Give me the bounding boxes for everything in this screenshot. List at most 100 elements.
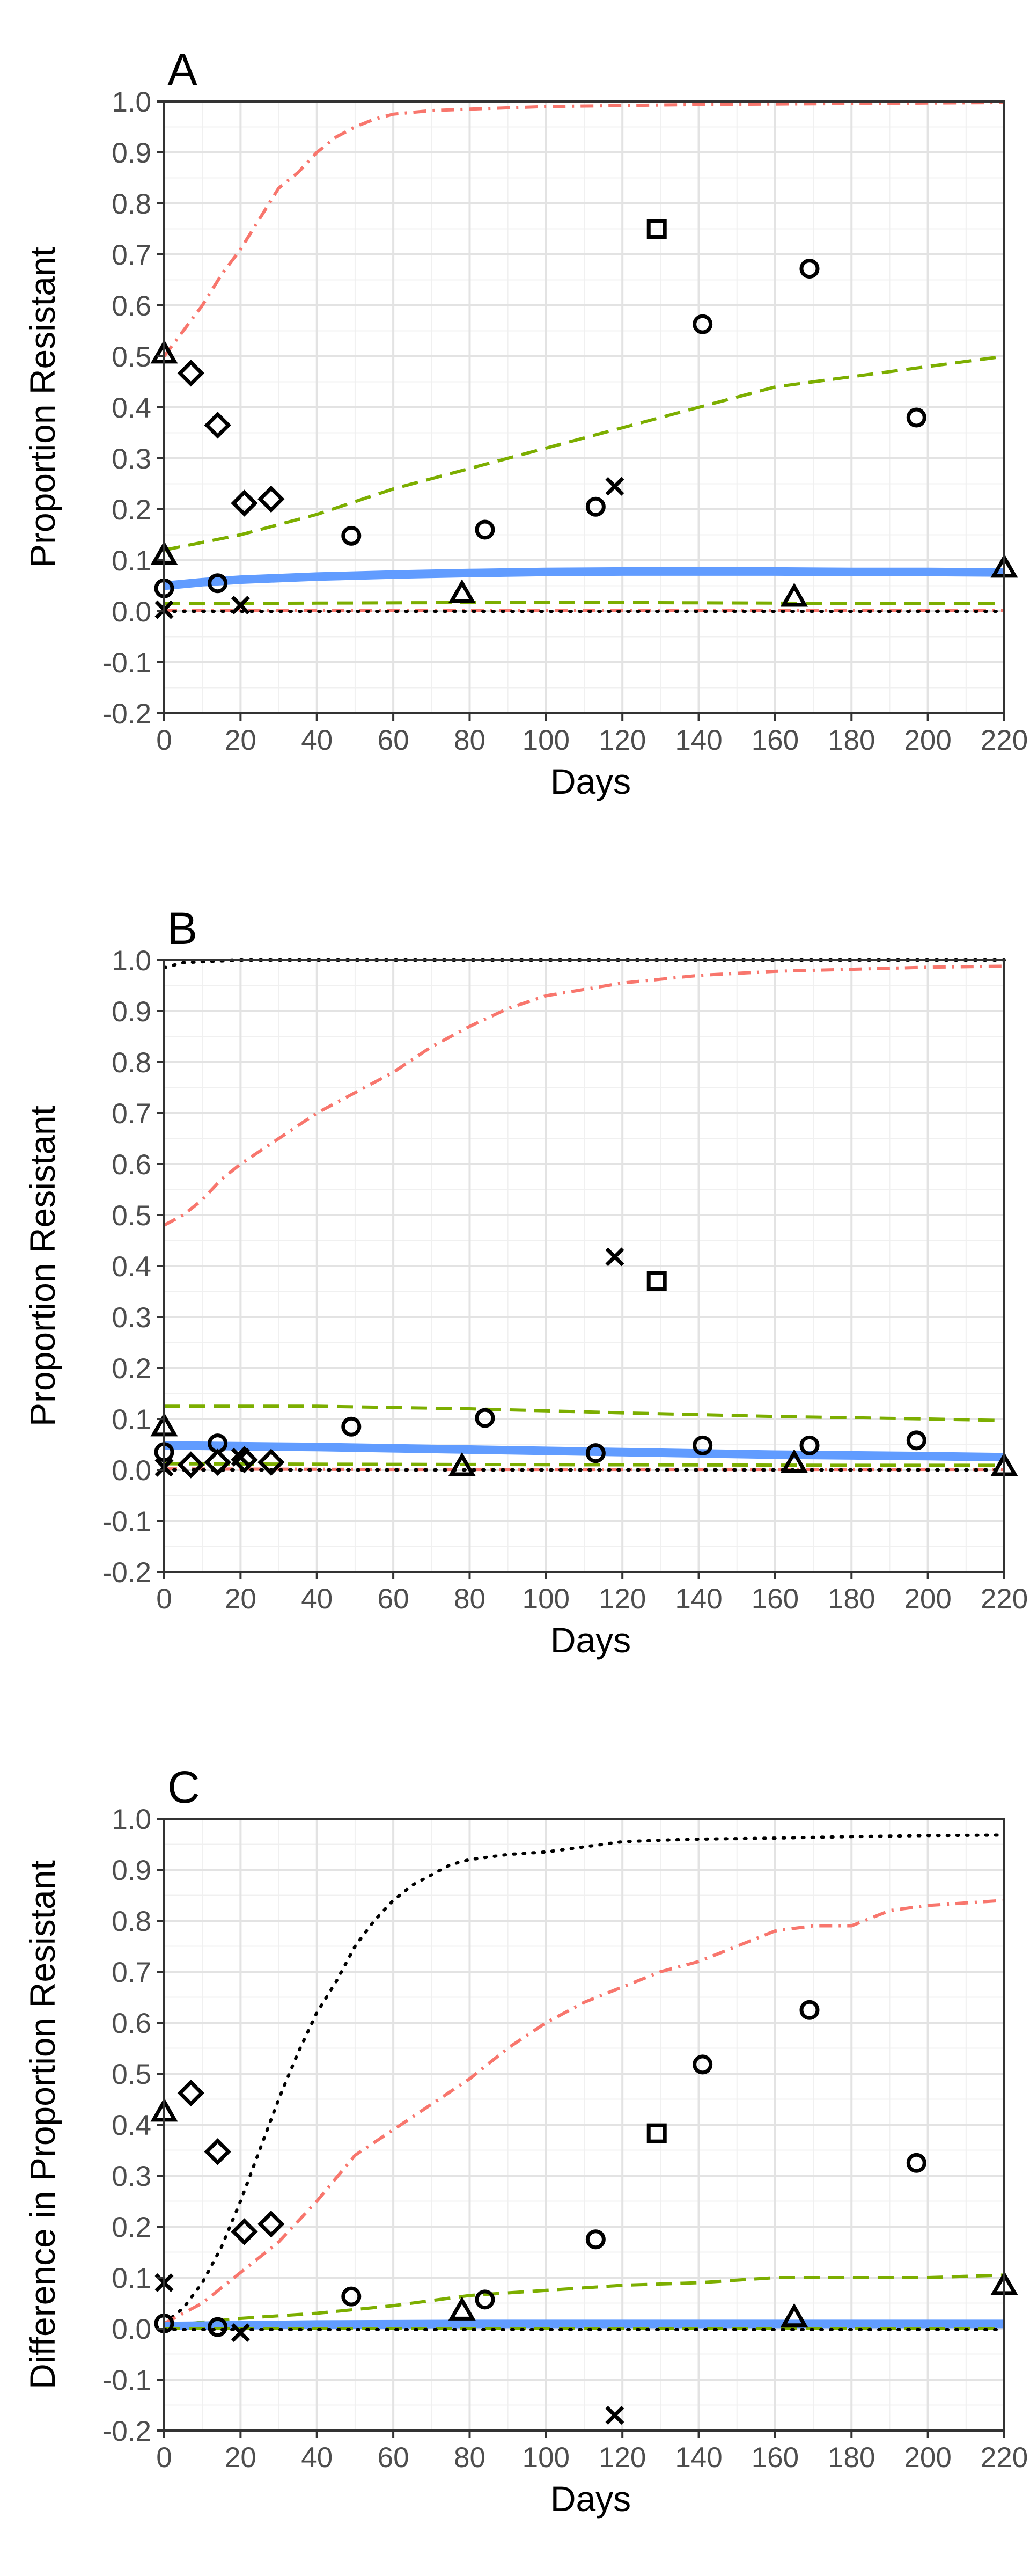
- data-point-circle: [585, 496, 606, 517]
- x-tick-label: 60: [378, 724, 409, 756]
- series-line-solid-blue: [164, 2319, 1004, 2331]
- y-tick-label: -0.1: [102, 1506, 151, 1538]
- data-point-diamond: [231, 2218, 258, 2245]
- y-tick-label: 0.2: [112, 494, 151, 526]
- series-line-dashed-green: [164, 601, 1004, 605]
- data-point-diamond: [204, 2138, 231, 2165]
- y-tick-label: 0.8: [112, 1047, 151, 1079]
- series-line-solid-blue: [164, 567, 1005, 590]
- y-tick-label: 0.7: [112, 1957, 151, 1988]
- y-tick-label: 0.9: [112, 1855, 151, 1886]
- data-point-circle: [208, 2317, 228, 2337]
- data-point-square: [646, 1271, 667, 1291]
- y-tick-label: -0.1: [102, 2365, 151, 2396]
- plot-frame: [163, 1818, 1005, 2432]
- data-point-square: [646, 219, 667, 239]
- series-line-dashed-green: [164, 355, 1005, 552]
- x-tick-label: 60: [378, 2442, 409, 2473]
- panel-b: 0 20 40 60 80 100 120 140 160 180 200 220 -0.2 -0.1 0.…: [23, 903, 1028, 1660]
- y-tick-label: 0.6: [112, 290, 151, 322]
- x-tick-label: 120: [599, 2442, 646, 2473]
- x-tick-label: 160: [752, 2442, 799, 2473]
- data-point-cross: [605, 477, 624, 496]
- y-tick-label: 0.3: [112, 2161, 151, 2192]
- data-point-diamond: [258, 485, 285, 513]
- series-line-dotdash-red: [163, 1899, 1005, 2325]
- data-point-triangle: [448, 579, 476, 603]
- data-point-triangle: [448, 2296, 476, 2321]
- y-tick-label: 0.0: [112, 2314, 151, 2345]
- y-axis-title: Proportion Resistant: [23, 1106, 62, 1426]
- y-tick-label: 0.9: [112, 137, 151, 169]
- y-tick-label: 0.4: [112, 2110, 151, 2141]
- y-tick-label: 0.0: [112, 596, 151, 628]
- y-tick-label: 0.4: [112, 392, 151, 424]
- y-tick-label: 1.0: [112, 86, 151, 118]
- x-tick-label: 140: [675, 724, 722, 756]
- data-point-circle: [693, 2054, 713, 2075]
- x-tick-label: 180: [828, 2442, 875, 2473]
- data-point-circle: [208, 573, 228, 594]
- data-point-circle: [799, 259, 820, 279]
- x-tick-label: 120: [599, 1583, 646, 1615]
- x-tick-label: 220: [981, 2442, 1028, 2473]
- x-tick-label: 160: [752, 1583, 799, 1615]
- y-tick-label: 0.7: [112, 239, 151, 271]
- series-line-dotted-black: [163, 1833, 1006, 2325]
- x-tick-label: 80: [454, 2442, 485, 2473]
- plot-area: [150, 958, 1018, 1573]
- x-tick-label: 200: [904, 2442, 951, 2473]
- y-tick-label: 0.2: [112, 1353, 151, 1385]
- data-point-circle: [341, 1416, 362, 1437]
- panel-label: B: [167, 903, 197, 954]
- series-line-dotdash-red: [163, 100, 1005, 357]
- data-point-circle: [906, 2153, 926, 2173]
- y-tick-label: -0.1: [102, 647, 151, 679]
- y-tick-label: 0.8: [112, 1906, 151, 1937]
- data-point-square: [646, 2123, 667, 2143]
- y-axis-title: Proportion Resistant: [23, 247, 62, 568]
- data-point-diamond: [231, 489, 258, 517]
- x-tick-label: 80: [454, 724, 485, 756]
- y-tick-label: 0.5: [112, 1200, 151, 1232]
- y-tick-label: -0.2: [102, 2416, 151, 2447]
- data-point-circle: [475, 1408, 495, 1428]
- x-tick-label: 60: [378, 1583, 409, 1615]
- series-line-dashed-green: [164, 1404, 1005, 1422]
- y-tick-label: 0.6: [112, 1149, 151, 1181]
- y-tick-label: -0.2: [102, 698, 151, 730]
- y-tick-label: 1.0: [112, 1804, 151, 1835]
- panel-label: C: [167, 1762, 200, 1812]
- x-tick-label: 80: [454, 1583, 485, 1615]
- y-tick-label: 0.1: [112, 1404, 151, 1436]
- x-axis-title: Days: [550, 2479, 631, 2519]
- data-point-circle: [585, 1443, 606, 1463]
- x-tick-label: 20: [225, 2442, 256, 2473]
- data-point-cross: [605, 1247, 624, 1267]
- y-axis-title: Difference in Proportion Resistant: [23, 1860, 62, 2389]
- series-line-solid-blue: [164, 1441, 1005, 1462]
- y-tick-label: 0.0: [112, 1455, 151, 1487]
- panel-c: 0 20 40 60 80 100 120 140 160 180 200 220 -0.2 -0.1 0.…: [23, 1762, 1028, 2519]
- data-point-circle: [906, 407, 926, 428]
- series-line-dotdash-red: [163, 964, 1005, 1227]
- y-tick-label: 0.1: [112, 545, 151, 577]
- data-point-circle: [585, 2229, 606, 2250]
- data-point-circle: [906, 1430, 926, 1451]
- plot-area: [150, 1818, 1018, 2432]
- y-tick-label: 0.6: [112, 2008, 151, 2039]
- data-point-diamond: [258, 1448, 285, 1476]
- x-tick-label: 180: [828, 1583, 875, 1615]
- data-point-diamond: [204, 1448, 231, 1476]
- series-line-dashed-green: [164, 1462, 1004, 1467]
- x-tick-label: 140: [675, 1583, 722, 1615]
- data-point-circle: [693, 314, 713, 334]
- data-point-circle: [341, 2286, 362, 2307]
- data-point-triangle: [448, 1452, 476, 1476]
- y-tick-label: 0.5: [112, 341, 151, 373]
- x-tick-label: 140: [675, 2442, 722, 2473]
- x-tick-label: 220: [981, 724, 1028, 756]
- data-point-triangle: [780, 2303, 808, 2328]
- data-point-diamond: [258, 2211, 285, 2238]
- y-tick-label: 0.5: [112, 2059, 151, 2090]
